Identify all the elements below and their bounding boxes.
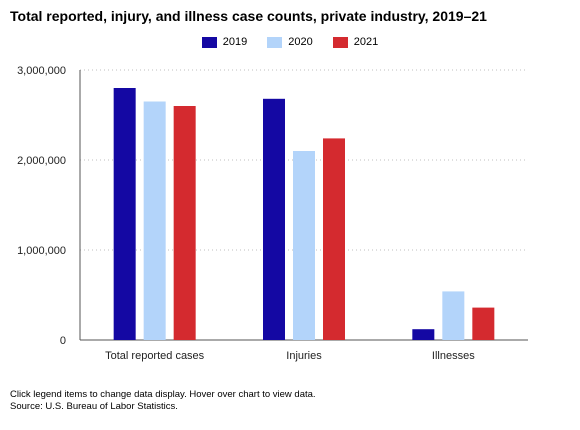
bar-2020-1[interactable] (143, 101, 166, 341)
footer-source: Source: U.S. Bureau of Labor Statistics. (10, 401, 178, 412)
legend-swatch-2021 (332, 36, 348, 48)
x-tick-label: Illnesses (432, 350, 475, 362)
chart-footer: Click legend items to change data displa… (10, 389, 316, 413)
legend-item-2019[interactable]: 2019 (201, 36, 248, 48)
bar-2019-1[interactable] (113, 88, 136, 340)
bar-chart: 0 1,000,000 2,000,000 3,000,000 Total report… (17, 65, 528, 362)
y-tick-label: 3,000,000 (17, 65, 66, 77)
legend-swatch-2019 (201, 36, 217, 48)
bar-2021-3[interactable] (472, 307, 495, 340)
legend-item-2021[interactable]: 2021 (332, 36, 379, 48)
x-tick-label: Injuries (286, 350, 322, 362)
bar-2020-2[interactable] (293, 151, 315, 340)
y-tick-label: 2,000,000 (17, 155, 66, 167)
bar-2020-3[interactable] (442, 291, 465, 340)
legend-label-2020: 2020 (288, 36, 313, 48)
bar-2019-2[interactable] (263, 98, 285, 340)
legend-swatch-2020 (267, 36, 283, 48)
x-tick-label: Total reported cases (105, 350, 205, 362)
legend-item-2020[interactable]: 2020 (267, 36, 313, 48)
legend-label-2019: 2019 (222, 36, 248, 48)
chart-title: Total reported, injury, and illness case… (10, 8, 487, 24)
y-tick-label: 1,000,000 (17, 245, 66, 257)
chart-legend: 2019 2020 2021 (0, 36, 580, 48)
bar-2021-1[interactable] (173, 106, 196, 340)
bar-2019-3[interactable] (412, 329, 435, 340)
y-tick-label: 0 (60, 335, 66, 347)
footer-note: Click legend items to change data displa… (10, 389, 316, 400)
bar-2021-2[interactable] (323, 138, 345, 340)
legend-label-2021: 2021 (353, 36, 379, 48)
